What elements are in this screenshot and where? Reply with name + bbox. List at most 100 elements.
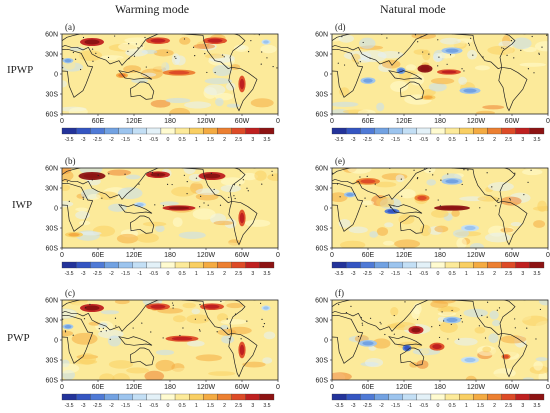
x-tick-label: 120E [126,384,143,391]
colorbar-segment [388,127,403,135]
row-label-ipwp: IPWP [7,64,34,76]
colorbar-tick-label: -2 [109,403,114,409]
anomaly-core [360,179,376,184]
significance-dot [260,302,262,304]
anomaly-speckle [398,189,416,199]
anomaly-speckle [339,87,350,97]
anomaly-speckle [213,220,234,226]
anomaly-speckle [114,300,130,305]
colorbar-tick-label: -0.5 [149,137,158,143]
x-tick-label: 0 [276,118,280,125]
colorbar-tick-label: -2.5 [93,137,102,143]
colorbar-segment [515,261,531,269]
anomaly-core [84,305,100,311]
significance-dot [82,198,85,200]
significance-dot [261,318,263,320]
coastline [388,204,423,214]
y-tick-label: 0 [54,72,58,79]
anomaly-speckle [487,45,515,55]
significance-dot [439,324,441,326]
colorbar: -3.5 -3 -2.5 -2 -1.5 -1 -0.5 0 0.5 1 1.5 2 2.5 3 3.5 [331,127,545,143]
colorbar-tick-label: -3.5 [335,137,344,143]
anomaly-speckle [463,308,488,318]
y-tick-label: 30N [315,318,328,325]
anomaly-speckle [171,53,181,66]
anomaly-speckle [165,97,191,104]
colorbar-segment [374,127,389,135]
anomaly-speckle [369,231,379,238]
significance-dot [343,64,346,66]
anomaly-speckle [423,168,436,174]
colorbar-tick-label: 0.5 [449,403,456,409]
x-tick-label: 180 [164,384,176,391]
x-tick-label: 60W [505,118,520,125]
colorbar-tick-label: 3 [251,271,254,277]
anomaly-speckle [421,88,436,96]
coastline [498,66,528,112]
colorbar-tick-label: 3 [251,137,254,143]
x-tick-label: 60W [235,252,250,259]
colorbar-segment [515,393,531,401]
colorbar-tick-label: 0 [437,137,440,143]
significance-dot [138,183,140,185]
coastline [523,168,527,169]
anomaly-speckle [440,37,461,45]
colorbar-tick-label: -2.5 [93,403,102,409]
significance-dot [486,316,488,318]
anomaly-speckle [147,58,167,70]
x-tick-label: 60W [235,118,250,125]
significance-dot [437,39,439,41]
colorbar-segment [402,261,417,269]
coastline [400,347,425,366]
significance-dot [72,334,74,336]
anomaly-speckle [108,360,134,369]
anomaly-speckle [519,62,547,67]
anomaly-speckle [141,72,157,77]
anomaly-speckle [411,34,437,40]
colorbar-segment [416,261,432,269]
significance-dot [393,314,395,317]
x-tick-label: 120W [197,118,216,125]
y-tick-label: 30S [46,92,59,99]
anomaly-core [387,209,397,213]
colorbar-tick-label: 0 [167,271,170,277]
colorbar-segment [174,261,190,269]
colorbar-tick-label: 1 [465,271,468,277]
panel-letter: (e) [335,156,345,166]
significance-dot [478,325,480,327]
anomaly-speckle [511,37,532,50]
significance-dot [102,327,104,330]
x-tick-label: 180 [164,252,176,259]
significance-dot [82,196,84,198]
coastline [118,70,153,80]
colorbar: -3.5 -3 -2.5 -2 -1.5 -1 -0.5 0 0.5 1 1.5 2 2.5 3 3.5 [331,261,545,277]
y-tick-label: 30N [45,186,58,193]
significance-dot [195,177,198,179]
y-tick-label: 30N [45,318,58,325]
anomaly-speckle [492,319,501,327]
significance-dot [401,195,403,197]
colorbar-tick-label: -3.5 [65,403,74,409]
anomaly-core [440,206,464,210]
colorbar-tick-label: 1 [195,403,198,409]
anomaly-speckle [332,101,359,107]
significance-dot [206,71,208,74]
column-title-natural: Natural mode [380,2,446,16]
significance-dot [216,331,218,333]
significance-dot [207,204,209,206]
anomaly-speckle [69,46,84,52]
significance-dot [228,338,230,340]
colorbar-tick-label: 1.5 [207,271,214,277]
colorbar-segment [459,393,474,401]
significance-dot [186,193,188,195]
anomaly-speckle [357,109,376,114]
anomaly-speckle [390,307,399,316]
colorbar-segment [118,127,133,135]
colorbar-segment [245,127,261,135]
colorbar-segment [374,393,389,401]
significance-dot [449,54,452,56]
colorbar-segment [345,393,361,401]
anomaly-speckle [531,177,546,184]
significance-dot [359,176,361,178]
